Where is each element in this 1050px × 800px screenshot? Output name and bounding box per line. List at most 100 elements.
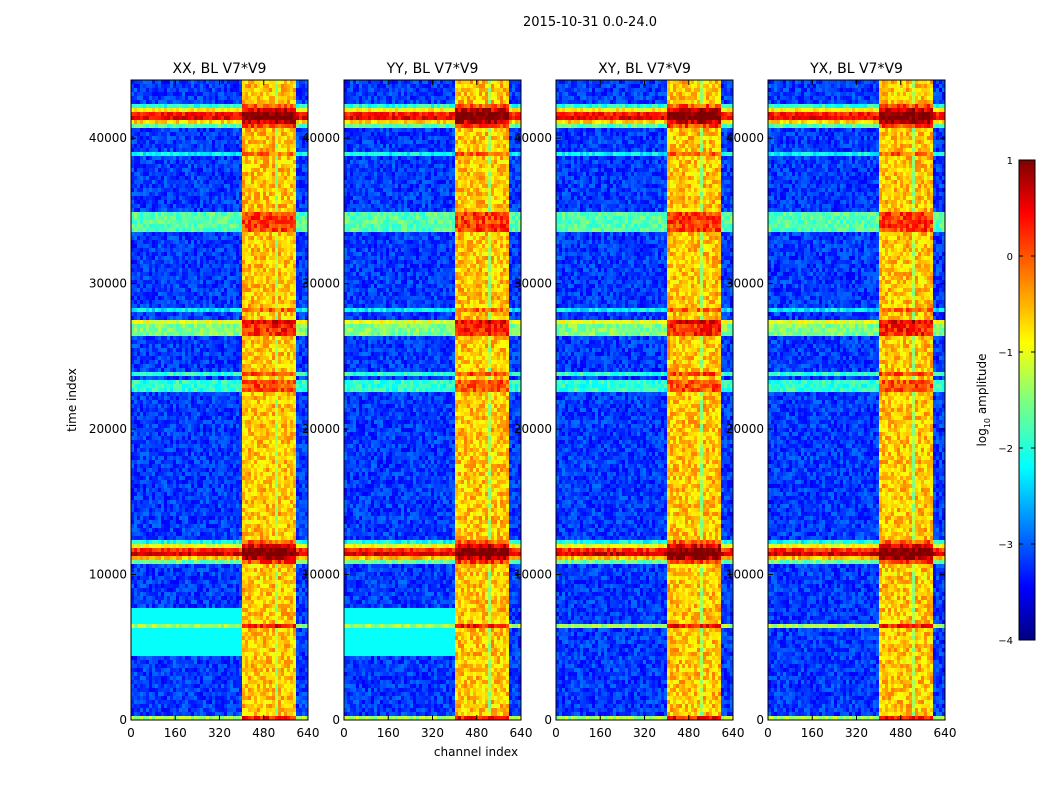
heatmap-cell	[149, 352, 153, 357]
heatmap-cell	[287, 84, 291, 89]
heatmap-cell	[278, 364, 282, 369]
heatmap-cell	[269, 188, 273, 193]
heatmap-cell	[152, 80, 156, 85]
heatmap-cell	[140, 184, 144, 189]
heatmap-cell	[212, 248, 216, 253]
heatmap-cell	[134, 176, 138, 181]
heatmap-cell	[284, 240, 288, 245]
heatmap-cell	[302, 276, 306, 281]
heatmap-cell	[263, 380, 267, 385]
heatmap-cell	[278, 288, 282, 293]
heatmap-cell	[152, 400, 156, 405]
heatmap-cell	[173, 84, 177, 89]
heatmap-cell	[212, 172, 216, 177]
heatmap-cell	[230, 128, 234, 133]
heatmap-cell	[188, 88, 192, 93]
heatmap-cell	[167, 268, 171, 273]
heatmap-cell	[275, 136, 279, 141]
heatmap-cell	[239, 364, 243, 369]
heatmap-cell	[149, 276, 153, 281]
heatmap-cell	[284, 156, 288, 161]
heatmap-cell	[203, 164, 207, 169]
heatmap-cell	[203, 220, 207, 225]
heatmap-cell	[269, 108, 273, 113]
heatmap-cell	[149, 148, 153, 153]
heatmap-cell	[296, 160, 300, 165]
heatmap-cell	[197, 268, 201, 273]
heatmap-cell	[206, 80, 210, 85]
heatmap-cell	[182, 116, 186, 121]
heatmap-cell	[221, 328, 225, 333]
heatmap-cell	[299, 356, 303, 361]
heatmap-cell	[263, 296, 267, 301]
heatmap-cell	[299, 392, 303, 397]
heatmap-cell	[221, 100, 225, 105]
heatmap-cell	[200, 268, 204, 273]
heatmap-cell	[251, 128, 255, 133]
heatmap-cell	[212, 140, 216, 145]
heatmap-cell	[224, 248, 228, 253]
heatmap-cell	[260, 204, 264, 209]
heatmap-cell	[227, 136, 231, 141]
heatmap-cell	[239, 260, 243, 265]
heatmap-cell	[224, 196, 228, 201]
heatmap-cell	[140, 84, 144, 89]
heatmap-cell	[290, 256, 294, 261]
heatmap-cell	[281, 208, 285, 213]
heatmap-cell	[194, 396, 198, 401]
heatmap-cell	[257, 204, 261, 209]
heatmap-cell	[209, 240, 213, 245]
heatmap-cell	[272, 196, 276, 201]
heatmap-cell	[233, 120, 237, 125]
heatmap-cell	[254, 388, 258, 393]
heatmap-cell	[131, 404, 135, 409]
heatmap-cell	[275, 276, 279, 281]
heatmap-cell	[302, 192, 306, 197]
heatmap-cell	[221, 260, 225, 265]
heatmap-cell	[242, 340, 246, 345]
heatmap-cell	[191, 404, 195, 409]
heatmap-cell	[254, 360, 258, 365]
heatmap-cell	[218, 200, 222, 205]
heatmap-cell	[242, 164, 246, 169]
heatmap-cell	[302, 200, 306, 205]
heatmap-cell	[278, 80, 282, 85]
heatmap-cell	[218, 268, 222, 273]
heatmap-cell	[215, 352, 219, 357]
heatmap-cell	[164, 256, 168, 261]
heatmap-cell	[164, 108, 168, 113]
heatmap-cell	[230, 360, 234, 365]
heatmap-cell	[281, 268, 285, 273]
heatmap-cell	[266, 152, 270, 157]
heatmap-cell	[143, 376, 147, 381]
heatmap-cell	[245, 140, 249, 145]
heatmap-cell	[197, 336, 201, 341]
heatmap-cell	[158, 220, 162, 225]
heatmap-cell	[269, 120, 273, 125]
heatmap-cell	[143, 408, 147, 413]
heatmap-cell	[134, 368, 138, 373]
heatmap-cell	[230, 264, 234, 269]
heatmap-cell	[149, 116, 153, 121]
heatmap-cell	[161, 300, 165, 305]
heatmap-cell	[224, 192, 228, 197]
heatmap-cell	[263, 264, 267, 269]
heatmap-cell	[227, 384, 231, 389]
heatmap-cell	[173, 260, 177, 265]
heatmap-cell	[134, 100, 138, 105]
heatmap-cell	[236, 404, 240, 409]
heatmap-cell	[236, 304, 240, 309]
heatmap-cell	[203, 292, 207, 297]
heatmap-cell	[188, 152, 192, 157]
heatmap-cell	[143, 332, 147, 337]
heatmap-cell	[215, 304, 219, 309]
heatmap-cell	[191, 192, 195, 197]
heatmap-cell	[158, 304, 162, 309]
heatmap-cell	[254, 412, 258, 417]
heatmap-cell	[302, 220, 306, 225]
heatmap-cell	[140, 172, 144, 177]
heatmap-cell	[188, 408, 192, 413]
heatmap-cell	[290, 84, 294, 89]
heatmap-cell	[152, 292, 156, 297]
heatmap-cell	[293, 324, 297, 329]
